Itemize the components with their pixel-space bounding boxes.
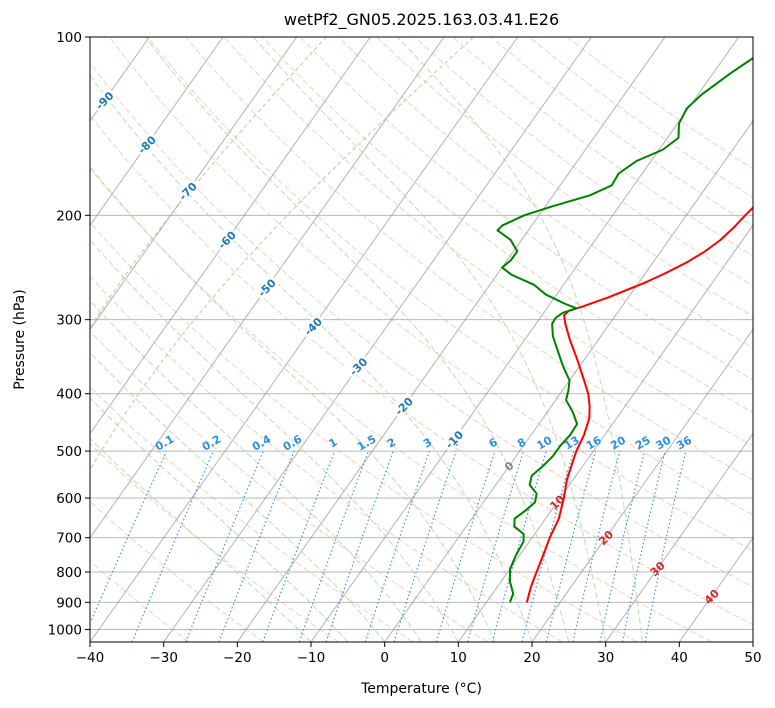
isotherm-label-bg [133,131,159,157]
isotherm-line [310,37,740,642]
dry-adiabat-line [90,501,264,642]
y-tick-label: 400 [56,387,82,403]
isotherm-line [531,328,753,642]
mixing-ratio-line [393,450,457,642]
isotherm-line [90,37,519,642]
mixing-ratio-line [599,450,646,642]
dry-adiabat-line [528,37,753,199]
dry-adiabat-line [299,37,753,381]
y-tick-label: 300 [56,313,82,329]
mixing-ratio-line [572,450,621,642]
isotherm-line [678,536,753,642]
isotherm-line [90,37,371,435]
isotherm-label-bg [174,177,200,204]
dry-adiabat-line [338,37,753,349]
background-lines [90,37,753,642]
isotherm-label-bg [344,353,371,379]
x-tick-label: 30 [597,650,614,666]
x-tick-label: 10 [450,650,467,666]
isotherm-line [605,432,753,642]
isotherm-line [163,37,592,642]
isotherm-line [236,37,666,642]
y-tick-label: 600 [56,491,82,507]
edge-guide-curve [90,37,474,472]
moist-adiabat-line [90,165,496,642]
dry-adiabat-line [185,37,753,481]
mixing-ratio-line [466,450,525,642]
y-tick-label: 900 [56,595,82,611]
mixing-ratio-line [521,450,575,642]
dry-adiabat-line [90,167,712,642]
axes: −40 −30 −20 −10 0 10 20 30 40 50 100 200 300 400 500 60… [48,30,762,666]
moist-adiabat-line [90,74,533,642]
dry-adiabat-line [90,275,563,642]
isotherm-line [90,37,298,331]
dewpoint-profile-line [496,56,753,603]
moist-adiabat-line [252,37,607,642]
mixing-ratio-line [298,450,370,642]
y-tick-label: 800 [56,565,82,581]
isotherm-line [90,37,445,539]
y-tick-label: 100 [56,30,82,46]
temperature-profile-line [525,206,753,603]
profile-lines [496,56,753,603]
dry-adiabat-line [90,330,488,642]
edge-guide-curve [90,37,327,330]
y-tick-label: 200 [56,208,82,224]
dry-adiabat-line [261,37,753,414]
x-axis-label: Temperature (°C) [360,681,482,697]
x-tick-label: 40 [671,650,688,666]
isotherm-label-bg [253,274,279,300]
dry-adiabat-line [109,37,753,552]
y-tick-label: 700 [56,531,82,547]
mixing-ratio-line [325,450,394,642]
dry-adiabat-line [90,386,414,642]
isotherm-label-bg [213,226,239,252]
mixing-ratio-line [435,450,496,642]
isotherm-label-bg [390,392,417,419]
isotherm-label-bg [440,426,467,452]
mixing-ratio-line [364,450,431,642]
moist-adiabat-line [396,37,643,642]
y-tick-label: 1000 [48,622,82,638]
x-tick-label: 0 [380,650,389,666]
x-tick-label: −10 [297,650,326,666]
dry-adiabat-line [490,37,753,227]
y-axis-label: Pressure (hPa) [12,289,28,389]
moist-adiabat-line [90,351,386,642]
moist-adiabat-line [90,300,422,642]
x-tick-label: −30 [149,650,178,666]
isotherm-line [457,224,753,642]
mixing-ratio-line [545,450,597,642]
mixing-ratio-line [644,450,687,642]
mixing-ratio-line [621,450,666,642]
dry-adiabat-line [90,114,753,626]
dry-adiabat-line [376,37,753,318]
chart-title: wetPf2_GN05.2025.163.03.41.E26 [284,10,559,30]
moist-adiabat-line [90,397,349,642]
isotherm-label-bg [91,87,117,113]
x-tick-label: 50 [744,650,761,666]
y-tick-label: 500 [56,444,82,460]
x-tick-label: −20 [223,650,252,666]
x-tick-label: −40 [76,650,105,666]
mixing-ratio-line [491,450,547,642]
isotherm-line [384,120,753,642]
isotherm-label-bg [299,312,326,339]
x-tick-label: 20 [523,650,540,666]
dry-adiabat-line [567,37,753,170]
plot-frame [89,36,754,643]
mixing-ratio-line [90,450,167,625]
dry-adiabat-line [223,37,753,447]
mixing-ratio-line [131,450,214,642]
moist-adiabat-line [144,37,570,642]
